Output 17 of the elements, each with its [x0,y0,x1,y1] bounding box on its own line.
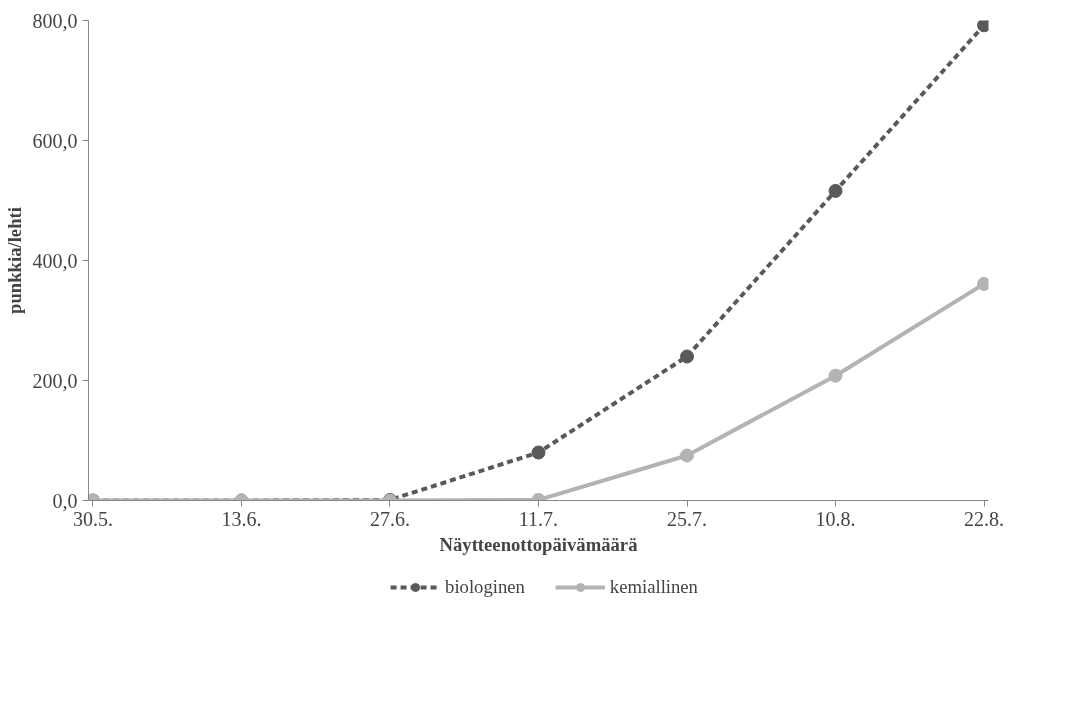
point [828,183,843,198]
y-tick-label: 600,0 [32,129,78,152]
y-tick-label: 400,0 [32,249,78,272]
point [828,368,843,383]
y-axis-title: punkkia/lehti [3,207,25,314]
x-tick-label: 25.7. [667,507,708,530]
x-tick-label: 10.8. [815,507,856,530]
x-tick-label: 22.8. [964,507,1005,530]
legend-label: kemiallinen [609,576,698,598]
x-tick-label: 13.6. [221,507,262,530]
x-axis-title: Näytteenottopäivämäärä [439,533,639,555]
y-tick-label: 800,0 [32,9,78,32]
legend-label: biologinen [445,576,525,598]
y-tick-label: 200,0 [32,369,78,392]
x-tick-label: 27.6. [369,507,410,530]
x-tick-label: 11.7. [518,507,559,530]
point [680,349,695,364]
